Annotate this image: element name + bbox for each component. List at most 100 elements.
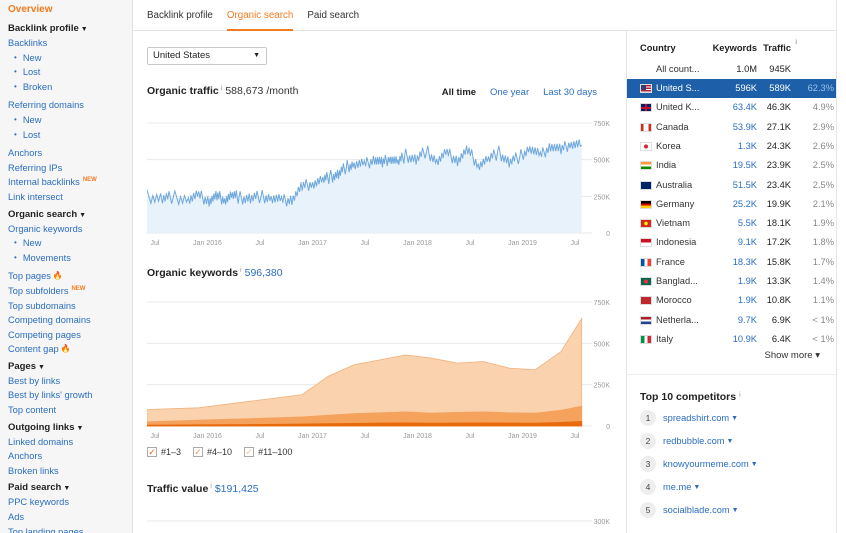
- competitor-item[interactable]: 2 redbubble.com ▼: [640, 431, 733, 451]
- sidebar-item-new[interactable]: New: [8, 236, 132, 251]
- competitor-item[interactable]: 1 spreadshirt.com ▼: [640, 408, 738, 428]
- sidebar-item-broken-links[interactable]: Broken links: [8, 464, 132, 479]
- sidebar-item-link-intersect[interactable]: Link intersect: [8, 190, 132, 205]
- country-row[interactable]: Banglad... 1.9K 13.3K 1.4%: [627, 272, 837, 291]
- country-keywords[interactable]: 1.3K: [737, 140, 757, 151]
- sidebar-item-top-landing-pages[interactable]: Top landing pages: [8, 525, 132, 533]
- sidebar-item-competing-pages[interactable]: Competing pages: [8, 328, 132, 343]
- sidebar-item-movements[interactable]: Movements: [8, 251, 132, 266]
- country-keywords[interactable]: 10.9K: [732, 333, 757, 344]
- country-row[interactable]: Canada 53.9K 27.1K 2.9%: [627, 118, 837, 137]
- country-keywords[interactable]: 63.4K: [732, 102, 757, 113]
- country-keywords[interactable]: 1.9K: [737, 276, 757, 286]
- traffic-value-amount[interactable]: $191,425: [214, 483, 259, 495]
- info-icon[interactable]: i: [739, 392, 741, 399]
- competitor-item[interactable]: 3 knowyourmeme.com ▼: [640, 454, 758, 474]
- competitor-domain-link[interactable]: socialblade.com: [663, 505, 730, 515]
- country-keywords[interactable]: 596K: [735, 83, 757, 93]
- info-icon[interactable]: i: [210, 483, 212, 490]
- country-row[interactable]: Germany 25.2K 19.9K 2.1%: [627, 195, 837, 214]
- sidebar-item-top-subfolders[interactable]: Top subfolders NEW: [8, 284, 132, 299]
- caret-down-icon[interactable]: ▼: [750, 460, 758, 468]
- country-keywords[interactable]: 9.1K: [737, 237, 757, 248]
- competitor-domain-link[interactable]: me.me: [663, 482, 692, 492]
- sidebar-heading-paid-search[interactable]: Paid search ▼: [8, 480, 132, 495]
- range-all-time[interactable]: All time: [441, 87, 477, 98]
- info-icon[interactable]: i: [795, 40, 797, 46]
- country-row[interactable]: Vietnam 5.5K 18.1K 1.9%: [627, 214, 837, 233]
- competitor-domain-link[interactable]: redbubble.com: [663, 436, 725, 446]
- country-row[interactable]: Korea 1.3K 24.3K 2.6%: [627, 137, 837, 156]
- sidebar-item-best-by-links-growth[interactable]: Best by links' growth: [8, 388, 132, 403]
- competitor-item[interactable]: 4 me.me ▼: [640, 477, 700, 497]
- country-row[interactable]: Australia 51.5K 23.4K 2.5%: [627, 176, 837, 195]
- country-row[interactable]: France 18.3K 15.8K 1.7%: [627, 253, 837, 272]
- sidebar-item-top-pages[interactable]: Top pages 🔥: [8, 269, 132, 284]
- country-row[interactable]: Indonesia 9.1K 17.2K 1.8%: [627, 233, 837, 252]
- checkbox-checked-icon[interactable]: ✓: [147, 446, 157, 457]
- sidebar-item-referring-ips[interactable]: Referring IPs: [8, 161, 132, 176]
- range-last-30-days[interactable]: Last 30 days: [543, 87, 597, 98]
- country-keywords[interactable]: 9.7K: [737, 314, 757, 325]
- sidebar-item-anchors[interactable]: Anchors: [8, 146, 132, 161]
- country-keywords[interactable]: 19.5K: [732, 160, 757, 171]
- sidebar-overview-link[interactable]: Overview: [8, 4, 53, 15]
- country-row[interactable]: Morocco 1.9K 10.8K 1.1%: [627, 291, 837, 310]
- caret-down-icon[interactable]: ▼: [731, 506, 739, 514]
- caret-down-icon[interactable]: ▼: [693, 483, 701, 491]
- sidebar-heading-outgoing-links[interactable]: Outgoing links ▼: [8, 420, 132, 435]
- country-row[interactable]: United S... 596K 589K 62.3%: [627, 79, 837, 98]
- checkbox-checked-icon[interactable]: ✓: [244, 446, 255, 457]
- legend-item-top100[interactable]: ✓ #11–100: [244, 447, 292, 457]
- sidebar-item-lost[interactable]: Lost: [8, 65, 132, 80]
- info-icon[interactable]: i: [240, 267, 242, 274]
- sidebar-item-broken[interactable]: Broken: [8, 80, 132, 95]
- country-keywords[interactable]: 25.2K: [732, 198, 757, 209]
- sidebar-item-content-gap[interactable]: Content gap 🔥: [8, 342, 132, 357]
- col-traffic[interactable]: Traffic: [763, 43, 791, 53]
- caret-down-icon[interactable]: ▼: [726, 437, 734, 445]
- sidebar-item-referring-domains[interactable]: Referring domains: [8, 98, 132, 113]
- country-row[interactable]: United K... 63.4K 46.3K 4.9%: [627, 98, 837, 117]
- sidebar-item-linked-domains[interactable]: Linked domains: [8, 435, 132, 450]
- sidebar-item-organic-keywords[interactable]: Organic keywords: [8, 222, 132, 237]
- country-row[interactable]: India 19.5K 23.9K 2.5%: [627, 156, 837, 175]
- country-row[interactable]: Netherla... 9.7K 6.9K < 1%: [627, 311, 837, 330]
- checkbox-checked-icon[interactable]: ✓: [193, 446, 204, 457]
- sidebar-item-top-subdomains[interactable]: Top subdomains: [8, 299, 132, 314]
- country-row-all[interactable]: All count... 1.0M 945K: [627, 60, 837, 79]
- sidebar-item-backlinks[interactable]: Backlinks: [8, 36, 132, 51]
- tab-backlink-profile[interactable]: Backlink profile: [147, 10, 213, 21]
- sidebar-item-ads[interactable]: Ads: [8, 510, 132, 525]
- country-keywords[interactable]: 1.9K: [737, 295, 757, 306]
- country-keywords[interactable]: 18.3K: [732, 256, 757, 267]
- col-country[interactable]: Country: [640, 43, 676, 53]
- legend-item-top10[interactable]: ✓ #4–10: [193, 447, 232, 457]
- col-keywords[interactable]: Keywords: [712, 43, 757, 53]
- sidebar-heading-backlink-profile[interactable]: Backlink profile ▼: [8, 21, 132, 36]
- info-icon[interactable]: i: [220, 85, 223, 92]
- tab-organic-search[interactable]: Organic search: [226, 0, 294, 31]
- sidebar-item-internal-backlinks[interactable]: Internal backlinks NEW: [8, 175, 132, 190]
- competitor-item[interactable]: 5 socialblade.com ▼: [640, 500, 739, 520]
- sidebar-heading-organic-search[interactable]: Organic search ▼: [8, 207, 132, 222]
- country-row[interactable]: Italy 10.9K 6.4K < 1%: [627, 330, 837, 349]
- sidebar-item-top-content[interactable]: Top content: [8, 403, 132, 418]
- sidebar-item-anchors[interactable]: Anchors: [8, 449, 132, 464]
- sidebar-item-new[interactable]: New: [8, 51, 132, 66]
- tab-paid-search[interactable]: Paid search: [307, 10, 360, 21]
- sidebar-item-lost[interactable]: Lost: [8, 128, 132, 143]
- competitor-domain-link[interactable]: knowyourmeme.com: [663, 459, 749, 469]
- country-select[interactable]: United States ▼: [147, 47, 267, 65]
- show-more-link[interactable]: Show more ▾: [764, 350, 820, 361]
- organic-keywords-value[interactable]: 596,380: [244, 267, 283, 279]
- country-keywords[interactable]: 53.9K: [732, 121, 757, 132]
- sidebar-item-competing-domains[interactable]: Competing domains: [8, 313, 132, 328]
- range-one-year[interactable]: One year: [490, 87, 530, 98]
- country-keywords[interactable]: 51.5K: [732, 179, 757, 190]
- sidebar-heading-pages[interactable]: Pages ▼: [8, 359, 132, 374]
- sidebar-item-best-by-links[interactable]: Best by links: [8, 374, 132, 389]
- caret-down-icon[interactable]: ▼: [731, 414, 739, 422]
- competitor-domain-link[interactable]: spreadshirt.com: [663, 413, 730, 423]
- country-keywords[interactable]: 5.5K: [737, 218, 757, 229]
